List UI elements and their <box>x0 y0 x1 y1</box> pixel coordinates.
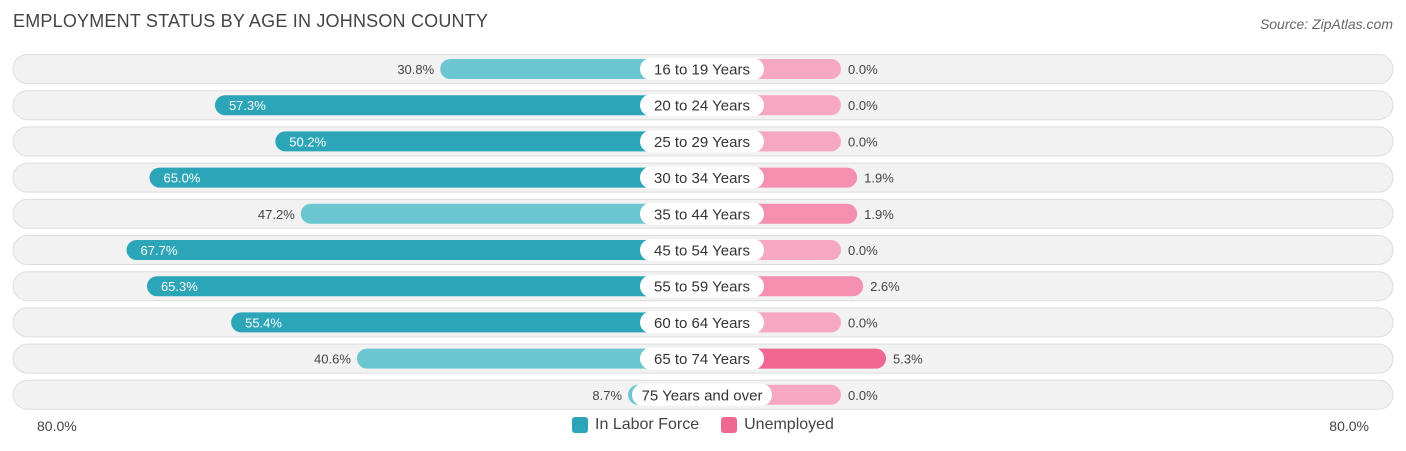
value-label-labor-force: 57.3% <box>229 98 266 113</box>
chart-title: EMPLOYMENT STATUS BY AGE IN JOHNSON COUN… <box>13 11 489 31</box>
value-label-unemployed: 1.9% <box>864 171 894 186</box>
value-label-labor-force: 40.6% <box>314 352 351 367</box>
value-label-unemployed: 5.3% <box>893 352 923 367</box>
row-1: 20 to 24 Years 57.3% 0.0% <box>12 90 1394 121</box>
category-pill <box>640 311 764 334</box>
category-pill <box>640 239 764 261</box>
legend-swatch-unemployed <box>721 417 738 433</box>
category-pill <box>640 275 764 298</box>
bar-labor-force[interactable] <box>300 203 702 224</box>
category-pill <box>632 383 772 406</box>
legend-swatch-labor-force <box>572 417 589 433</box>
axis-left-label: 80.0% <box>37 418 77 434</box>
value-label-unemployed: 0.0% <box>848 388 878 403</box>
value-label-labor-force: 30.8% <box>397 62 434 77</box>
category-pill <box>640 58 764 80</box>
category-label: 16 to 19 Years <box>654 62 750 79</box>
source-note: Source: ZipAtlas.com <box>1259 16 1393 32</box>
value-label-labor-force: 47.2% <box>258 207 295 222</box>
legend: In Labor Force Unemployed <box>0 416 1406 434</box>
category-label: 35 to 44 Years <box>654 206 750 223</box>
value-label-labor-force: 65.3% <box>161 279 198 294</box>
value-label-unemployed: 0.0% <box>848 315 878 330</box>
category-pill <box>640 347 764 370</box>
category-pill <box>640 166 764 189</box>
category-label: 20 to 24 Years <box>654 98 750 115</box>
row-4: 35 to 44 Years 47.2% 1.9% <box>12 198 1394 229</box>
value-label-unemployed: 0.0% <box>848 62 878 77</box>
value-label-unemployed: 0.0% <box>848 134 878 149</box>
category-label: 55 to 59 Years <box>654 279 750 296</box>
row-9: 75 Years and over 8.7% 0.0% <box>12 379 1394 410</box>
row-6: 55 to 59 Years 65.3% 2.6% <box>12 271 1394 302</box>
value-label-unemployed: 0.0% <box>848 243 878 258</box>
bar-labor-force[interactable] <box>231 312 702 333</box>
bar-labor-force[interactable] <box>275 131 702 152</box>
value-label-unemployed: 2.6% <box>870 279 900 294</box>
row-5: 45 to 54 Years 67.7% 0.0% <box>12 235 1394 265</box>
legend-label-unemployed: Unemployed <box>744 416 834 433</box>
category-label: 60 to 64 Years <box>654 315 750 332</box>
category-pill <box>640 130 764 153</box>
row-0: 16 to 19 Years 30.8% 0.0% <box>12 54 1394 84</box>
category-pill <box>640 202 764 225</box>
category-label: 30 to 34 Years <box>654 170 750 187</box>
legend-label-labor-force: In Labor Force <box>595 416 700 433</box>
legend-item-unemployed[interactable]: Unemployed <box>721 416 834 434</box>
row-8: 65 to 74 Years 40.6% 5.3% <box>12 343 1394 374</box>
bar-labor-force[interactable] <box>149 167 703 188</box>
value-label-labor-force: 50.2% <box>289 134 326 149</box>
category-label: 25 to 29 Years <box>654 134 750 151</box>
row-3: 30 to 34 Years 65.0% 1.9% <box>12 162 1394 193</box>
axis-right-label: 80.0% <box>1329 418 1369 434</box>
category-pill <box>640 94 764 117</box>
category-label: 75 Years and over <box>642 387 763 404</box>
value-label-unemployed: 0.0% <box>848 98 878 113</box>
bar-labor-force[interactable] <box>356 348 702 369</box>
bar-labor-force[interactable] <box>126 240 703 260</box>
value-label-unemployed: 1.9% <box>864 207 894 222</box>
legend-item-labor-force[interactable]: In Labor Force <box>572 416 699 434</box>
value-label-labor-force: 55.4% <box>245 315 282 330</box>
category-label: 45 to 54 Years <box>654 243 750 260</box>
value-label-labor-force: 8.7% <box>592 388 622 403</box>
bar-labor-force[interactable] <box>146 276 702 297</box>
value-label-labor-force: 67.7% <box>141 243 178 258</box>
value-label-labor-force: 65.0% <box>164 171 201 186</box>
bar-labor-force[interactable] <box>440 59 702 79</box>
category-label: 65 to 74 Years <box>654 351 750 368</box>
bar-labor-force[interactable] <box>214 95 702 116</box>
row-7: 60 to 64 Years 55.4% 0.0% <box>12 307 1394 338</box>
row-2: 25 to 29 Years 50.2% 0.0% <box>12 126 1394 157</box>
